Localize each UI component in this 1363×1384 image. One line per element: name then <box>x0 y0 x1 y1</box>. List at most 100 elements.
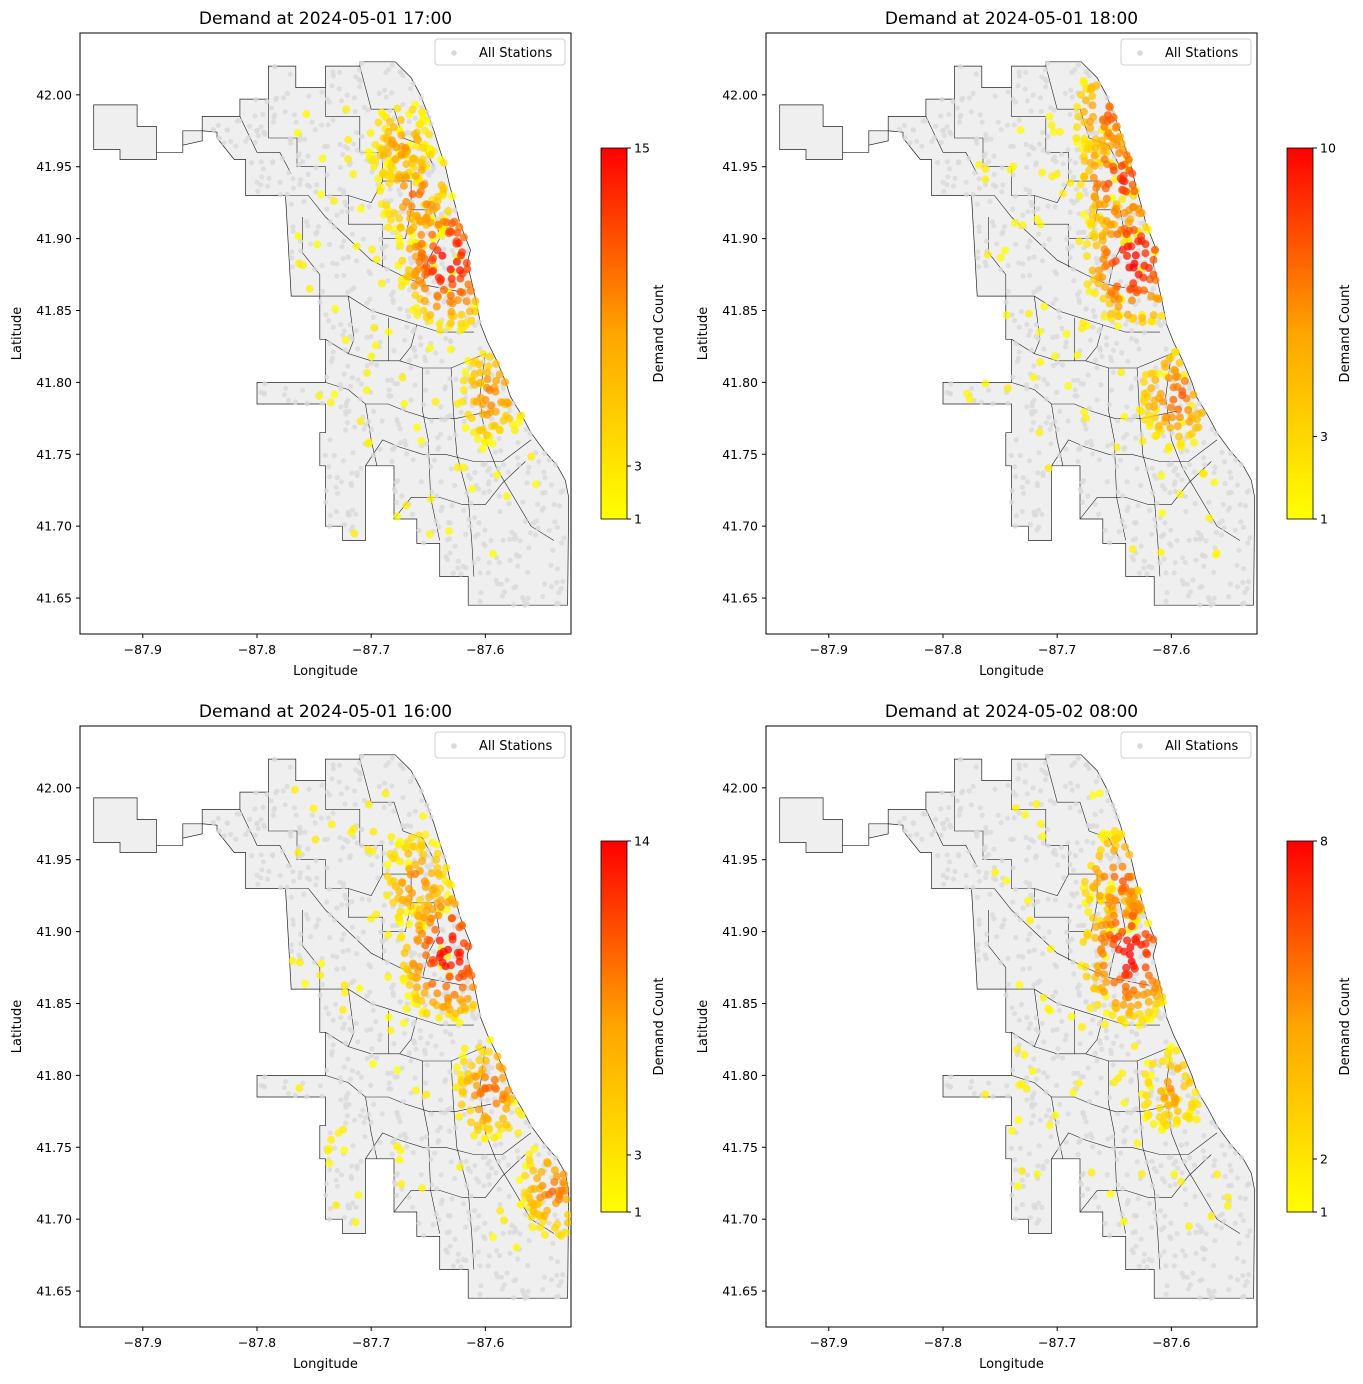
station-point <box>447 376 453 382</box>
station-point <box>1180 1248 1186 1254</box>
station-point <box>404 451 410 457</box>
station-point <box>300 387 306 393</box>
station-point <box>1012 99 1019 105</box>
station-point <box>1004 815 1011 821</box>
demand-point <box>419 114 428 123</box>
station-point <box>392 1074 398 1080</box>
demand-point <box>377 279 386 288</box>
demand-point <box>563 1218 571 1227</box>
station-point <box>1036 1200 1042 1206</box>
station-point <box>1124 1109 1130 1115</box>
station-point <box>308 934 314 940</box>
station-point <box>1067 111 1073 118</box>
y-tick-label: 41.95 <box>36 159 72 174</box>
station-point <box>288 894 294 900</box>
demand-point <box>475 426 484 435</box>
station-point <box>1206 1192 1212 1198</box>
demand-point <box>1091 135 1100 144</box>
station-point <box>1094 260 1100 266</box>
station-point <box>338 98 344 104</box>
station-point <box>507 536 513 543</box>
demand-point <box>419 306 428 315</box>
station-point <box>255 132 261 139</box>
station-point <box>1024 404 1030 410</box>
station-point <box>273 97 279 103</box>
station-point <box>1162 1179 1168 1185</box>
station-point <box>450 1263 456 1269</box>
station-point <box>338 404 344 410</box>
demand-point <box>1002 876 1011 885</box>
station-point <box>1011 122 1017 128</box>
station-point <box>301 198 307 204</box>
station-point <box>1083 426 1089 432</box>
station-point <box>1020 966 1026 972</box>
station-point <box>1012 1216 1019 1222</box>
station-point <box>359 753 365 760</box>
station-point <box>1138 1125 1145 1131</box>
demand-point <box>530 1184 539 1193</box>
station-point <box>950 876 957 882</box>
station-point <box>281 1085 287 1091</box>
demand-point <box>395 887 404 896</box>
demand-point <box>550 1166 559 1175</box>
station-point <box>345 289 351 295</box>
station-point <box>313 924 319 930</box>
station-point <box>327 934 333 941</box>
station-point <box>1212 464 1218 470</box>
demand-point <box>1002 311 1011 320</box>
station-point <box>1209 426 1215 433</box>
station-point <box>1012 1157 1018 1163</box>
station-point <box>327 340 333 346</box>
station-point <box>341 272 347 278</box>
station-point <box>1129 1029 1135 1035</box>
station-point <box>253 97 259 103</box>
station-point <box>1067 169 1073 175</box>
station-point <box>1209 1119 1215 1126</box>
station-point <box>929 138 935 144</box>
station-point <box>1172 560 1178 566</box>
demand-point <box>456 287 465 296</box>
demand-point <box>416 216 425 225</box>
station-point <box>418 1035 424 1041</box>
demand-point <box>408 888 416 897</box>
demand-point <box>1110 872 1119 881</box>
demand-point <box>1100 155 1109 164</box>
area-boundary-line <box>393 1154 526 1213</box>
demand-point <box>1127 922 1136 931</box>
station-point <box>385 377 391 383</box>
station-point <box>1050 850 1056 856</box>
area-boundary-line <box>365 439 532 466</box>
station-point <box>1038 108 1044 115</box>
station-point <box>1039 129 1046 136</box>
station-point <box>1026 332 1032 338</box>
demand-point <box>1129 279 1138 288</box>
station-point <box>295 153 301 159</box>
station-point <box>452 1175 458 1182</box>
station-point <box>1010 206 1016 212</box>
demand-point <box>459 463 468 472</box>
station-point <box>541 1274 548 1280</box>
demand-point <box>455 957 464 966</box>
station-point <box>339 937 345 943</box>
demand-point <box>1157 508 1166 517</box>
station-point <box>1196 400 1202 406</box>
demand-point <box>478 444 487 453</box>
station-point <box>516 1155 522 1161</box>
station-point <box>560 579 566 585</box>
station-point <box>342 1040 348 1046</box>
station-point <box>1016 69 1022 75</box>
station-point <box>423 1134 429 1140</box>
station-point <box>355 346 361 352</box>
station-point <box>1187 462 1193 468</box>
station-point <box>444 1107 451 1113</box>
demand-point <box>461 424 470 433</box>
station-point <box>1069 94 1075 100</box>
demand-point <box>390 209 399 217</box>
y-tick-label: 41.65 <box>36 1284 72 1299</box>
station-point <box>455 1258 461 1264</box>
station-point <box>1136 1263 1142 1269</box>
station-point <box>342 892 348 898</box>
demand-point <box>424 207 433 216</box>
colorbar-tick-label: 3 <box>634 459 642 474</box>
area-boundary-line <box>1079 1154 1212 1213</box>
